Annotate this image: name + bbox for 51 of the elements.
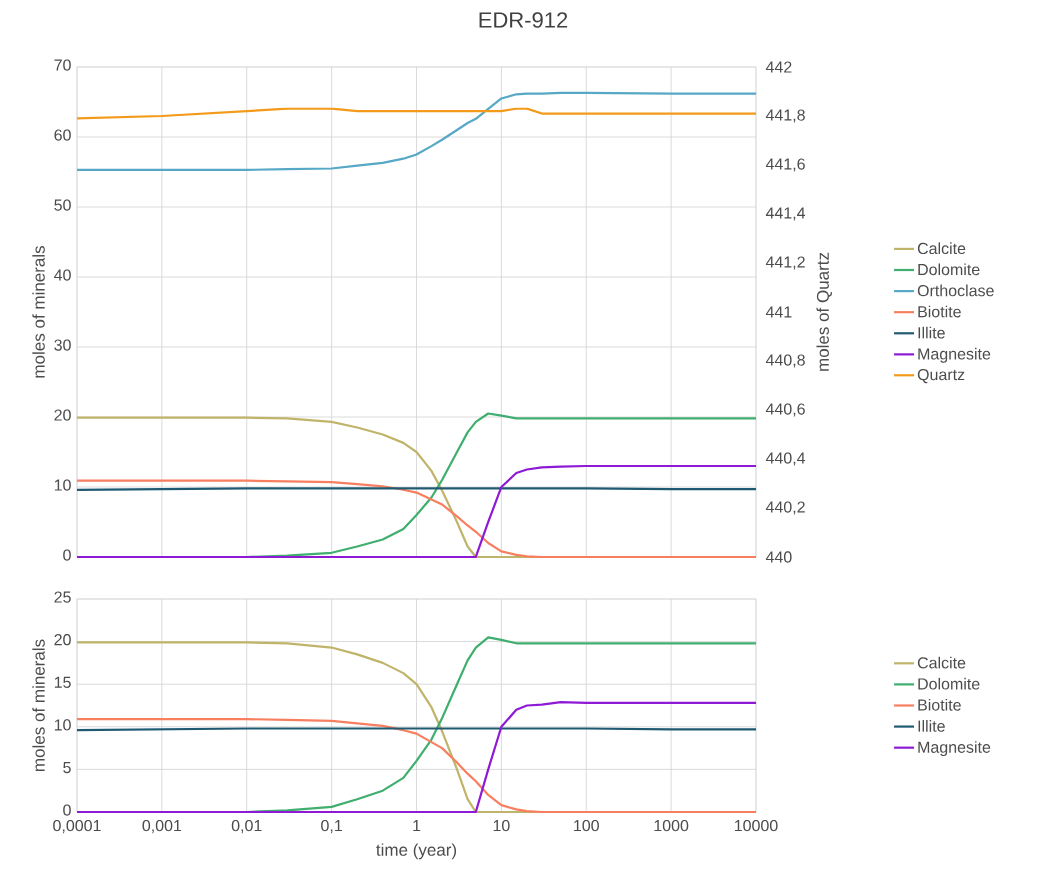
y-tick-label: 20 xyxy=(54,634,71,646)
y2-tick-label: 441,4 xyxy=(765,207,806,221)
x-tick-label: 1 xyxy=(413,820,421,832)
legend-label: Magnesite xyxy=(918,347,991,363)
legend-label: Magnesite xyxy=(918,741,991,757)
legend-label: Biotite xyxy=(918,305,961,318)
y2-tick-label: 440,8 xyxy=(765,354,805,368)
legend-label: Calcite xyxy=(917,242,966,255)
y-tick-label: 0 xyxy=(63,549,71,561)
legend-label: Calcite xyxy=(917,656,966,669)
y-tick-label: 70 xyxy=(54,59,71,71)
legend-label: Dolomite xyxy=(918,677,980,690)
y2-tick-label: 441 xyxy=(765,306,792,318)
y-tick-label: 5 xyxy=(63,761,71,774)
legend-label: Illite xyxy=(918,720,945,732)
y-tick-label: 15 xyxy=(54,676,71,688)
y2-tick-label: 442 xyxy=(765,61,792,73)
x-axis-title: time (year) xyxy=(376,843,457,860)
x-tick-label: 1000 xyxy=(654,819,689,832)
y2-tick-label: 441,2 xyxy=(765,256,805,270)
legend-label: Illite xyxy=(918,326,945,339)
x-tick-label: 0,01 xyxy=(231,819,262,834)
x-tick-label: 100 xyxy=(574,819,599,832)
y2-tick-label: 441,8 xyxy=(765,109,805,123)
y2-tick-label: 440 xyxy=(765,551,792,563)
chart-title: EDR-912 xyxy=(479,12,568,28)
y2-axis-title: moles of Quartz xyxy=(816,252,832,371)
x-tick-label: 0,1 xyxy=(321,819,342,834)
x-tick-label: 0,0001 xyxy=(53,819,101,834)
legend-label: Dolomite xyxy=(918,263,980,276)
legend-label: Orthoclase xyxy=(917,284,994,297)
y2-tick-label: 440,2 xyxy=(765,501,805,515)
y-tick-label: 50 xyxy=(54,199,71,211)
legend-label: Quartz xyxy=(917,368,965,384)
y2-tick-label: 440,6 xyxy=(765,403,805,417)
x-tick-label: 0,001 xyxy=(142,819,182,834)
y-tick-label: 60 xyxy=(54,129,71,141)
y2-tick-label: 441,6 xyxy=(765,158,805,172)
x-tick-label: 10 xyxy=(493,819,510,832)
x-tick-label: 10000 xyxy=(734,819,778,832)
y-tick-label: 25 xyxy=(54,591,71,603)
y2-tick-label: 440,4 xyxy=(765,452,806,466)
y-tick-label: 10 xyxy=(54,719,71,731)
y-tick-label: 0 xyxy=(63,804,71,816)
y-axis-title: moles of minerals xyxy=(32,246,45,378)
y-tick-label: 30 xyxy=(54,339,71,351)
y-tick-label: 10 xyxy=(54,479,71,491)
y-axis-title: moles of minerals xyxy=(32,639,45,771)
legend-label: Biotite xyxy=(918,698,961,711)
y-tick-label: 40 xyxy=(54,269,71,281)
y-tick-label: 20 xyxy=(54,409,71,421)
